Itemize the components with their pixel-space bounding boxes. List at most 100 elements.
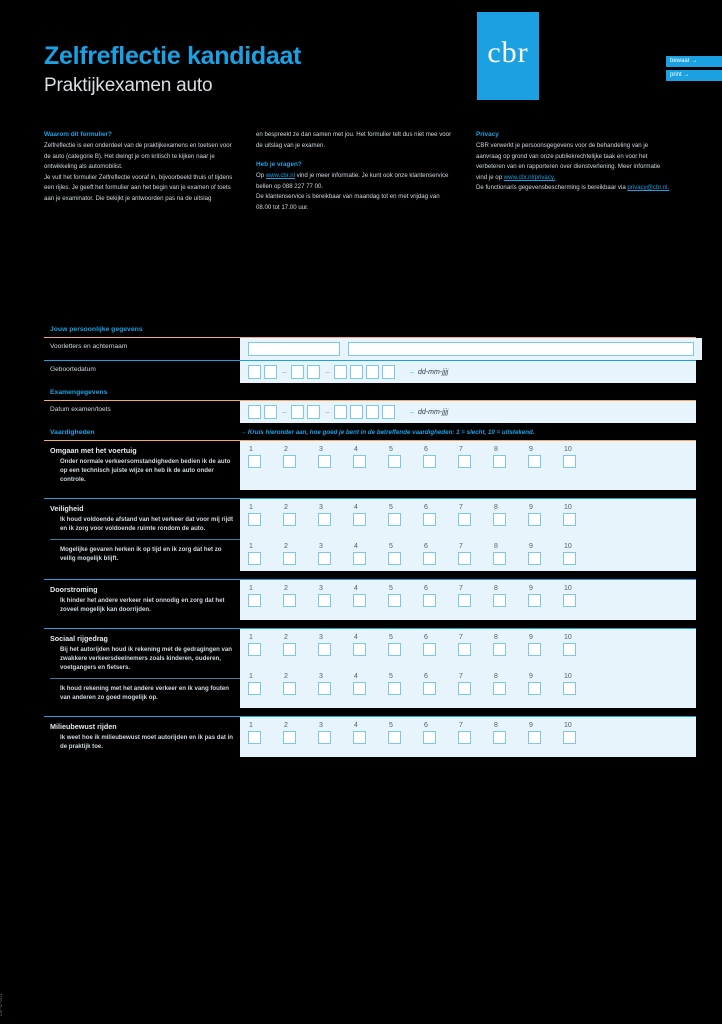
rating-checkbox-1[interactable]: [248, 513, 261, 526]
birth-month-1[interactable]: [291, 365, 304, 379]
exam-month-1[interactable]: [291, 405, 304, 419]
rating-checkbox-3[interactable]: [318, 643, 331, 656]
rating-checkbox-7[interactable]: [458, 643, 471, 656]
rating-checkbox-6[interactable]: [423, 552, 436, 565]
rating-checkbox-2[interactable]: [283, 731, 296, 744]
exam-day-1[interactable]: [248, 405, 261, 419]
rating-checkbox-2[interactable]: [283, 594, 296, 607]
rating-checkbox-4[interactable]: [353, 594, 366, 607]
exam-month-2[interactable]: [307, 405, 320, 419]
rating-checkbox-3[interactable]: [318, 552, 331, 565]
rating-checkbox-2[interactable]: [283, 552, 296, 565]
exam-year-4[interactable]: [382, 405, 395, 419]
rating-checkbox-6[interactable]: [423, 513, 436, 526]
rating-checkbox-2[interactable]: [283, 513, 296, 526]
exam-day-2[interactable]: [264, 405, 277, 419]
rating-checkbox-8[interactable]: [493, 455, 506, 468]
rating-checkbox-9[interactable]: [528, 731, 541, 744]
print-button[interactable]: print →: [666, 70, 722, 81]
save-button[interactable]: bewaar →: [666, 56, 722, 67]
birth-year-3[interactable]: [366, 365, 379, 379]
birth-year-1[interactable]: [334, 365, 347, 379]
rating-number: 6: [424, 722, 428, 729]
rating-checkbox-9[interactable]: [528, 594, 541, 607]
rating-checkbox-10[interactable]: [563, 682, 576, 695]
rating-checkbox-8[interactable]: [493, 513, 506, 526]
birth-year-4[interactable]: [382, 365, 395, 379]
rating-checkbox-5[interactable]: [388, 731, 401, 744]
exam-year-1[interactable]: [334, 405, 347, 419]
rating-checkbox-6[interactable]: [423, 731, 436, 744]
rating-checkbox-4[interactable]: [353, 682, 366, 695]
rating-checkbox-7[interactable]: [458, 731, 471, 744]
rating-checkbox-1[interactable]: [248, 731, 261, 744]
rating-checkbox-8[interactable]: [493, 552, 506, 565]
rating-checkbox-3[interactable]: [318, 731, 331, 744]
rating-checkbox-10[interactable]: [563, 594, 576, 607]
rating-checkbox-6[interactable]: [423, 682, 436, 695]
rating-checkbox-5[interactable]: [388, 455, 401, 468]
rating-checkbox-3[interactable]: [318, 455, 331, 468]
rating-checkbox-10[interactable]: [563, 731, 576, 744]
rating-checkbox-7[interactable]: [458, 455, 471, 468]
rating-checkbox-6[interactable]: [423, 594, 436, 607]
rating-checkbox-4[interactable]: [353, 513, 366, 526]
exam-year-2[interactable]: [350, 405, 363, 419]
rating-checkbox-8[interactable]: [493, 682, 506, 695]
lastname-input[interactable]: [348, 342, 694, 356]
rating-checkbox-5[interactable]: [388, 552, 401, 565]
rating-checkbox-8[interactable]: [493, 731, 506, 744]
rating-checkbox-6[interactable]: [423, 643, 436, 656]
rating-checkbox-2[interactable]: [283, 455, 296, 468]
row-birthdate: Geboortedatum – – → dd-mm-jjjj: [44, 360, 696, 383]
rating-checkbox-7[interactable]: [458, 552, 471, 565]
rating-checkbox-4[interactable]: [353, 552, 366, 565]
rating-checkbox-5[interactable]: [388, 643, 401, 656]
birth-month-2[interactable]: [307, 365, 320, 379]
rating-checkbox-7[interactable]: [458, 594, 471, 607]
rating-cell: 3: [318, 542, 353, 565]
rating-checkbox-3[interactable]: [318, 513, 331, 526]
date-separator: –: [325, 408, 330, 416]
rating-checkbox-9[interactable]: [528, 513, 541, 526]
rating-checkbox-6[interactable]: [423, 455, 436, 468]
rating-checkbox-9[interactable]: [528, 643, 541, 656]
rating-checkbox-10[interactable]: [563, 643, 576, 656]
rating-checkbox-10[interactable]: [563, 552, 576, 565]
rating-checkbox-10[interactable]: [563, 455, 576, 468]
skill-group-labels: Doorstroming Ik hinder het andere verkeer…: [44, 580, 240, 620]
birth-day-2[interactable]: [264, 365, 277, 379]
rating-checkbox-7[interactable]: [458, 513, 471, 526]
rating-checkbox-5[interactable]: [388, 513, 401, 526]
rating-checkbox-3[interactable]: [318, 682, 331, 695]
birth-day-1[interactable]: [248, 365, 261, 379]
rating-checkbox-8[interactable]: [493, 594, 506, 607]
privacy-email-link[interactable]: privacy@cbr.nl.: [627, 184, 670, 192]
rating-checkbox-1[interactable]: [248, 552, 261, 565]
rating-checkbox-9[interactable]: [528, 455, 541, 468]
exam-year-3[interactable]: [366, 405, 379, 419]
rating-checkbox-5[interactable]: [388, 594, 401, 607]
rating-checkbox-3[interactable]: [318, 594, 331, 607]
rating-number: 3: [319, 722, 323, 729]
rating-checkbox-8[interactable]: [493, 643, 506, 656]
rating-checkbox-10[interactable]: [563, 513, 576, 526]
rating-checkbox-1[interactable]: [248, 455, 261, 468]
rating-checkbox-4[interactable]: [353, 455, 366, 468]
rating-checkbox-4[interactable]: [353, 731, 366, 744]
rating-checkbox-2[interactable]: [283, 682, 296, 695]
cbr-website-link[interactable]: www.cbr.nl: [265, 172, 295, 180]
rating-checkbox-2[interactable]: [283, 643, 296, 656]
rating-checkbox-9[interactable]: [528, 682, 541, 695]
privacy-page-link[interactable]: www.cbr.nl/privacy.: [503, 173, 556, 181]
rating-checkbox-5[interactable]: [388, 682, 401, 695]
rating-checkbox-1[interactable]: [248, 682, 261, 695]
rating-checkbox-1[interactable]: [248, 594, 261, 607]
rating-cell: 6: [423, 584, 458, 607]
birth-year-2[interactable]: [350, 365, 363, 379]
initials-input[interactable]: [248, 342, 340, 356]
rating-checkbox-7[interactable]: [458, 682, 471, 695]
rating-checkbox-1[interactable]: [248, 643, 261, 656]
rating-checkbox-4[interactable]: [353, 643, 366, 656]
rating-checkbox-9[interactable]: [528, 552, 541, 565]
